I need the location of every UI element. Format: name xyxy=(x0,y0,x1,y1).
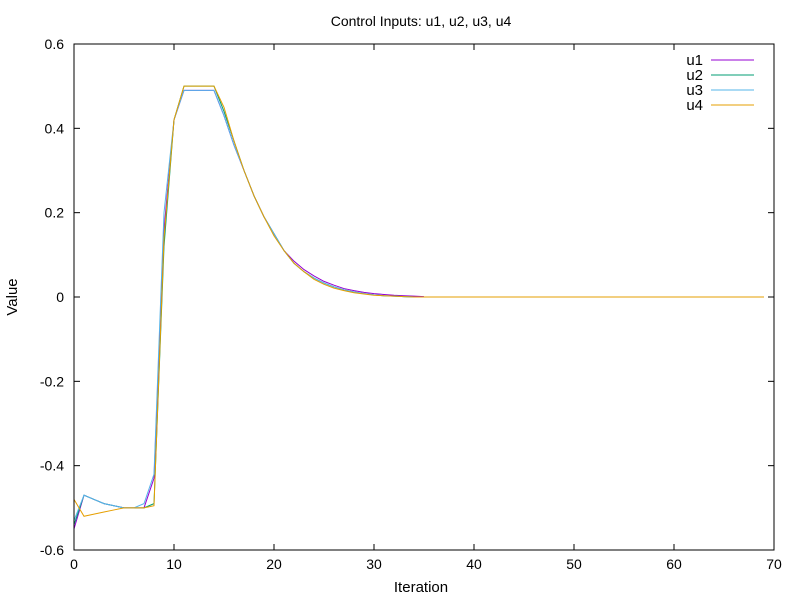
x-tick-label: 30 xyxy=(366,556,382,572)
y-tick-label: -0.2 xyxy=(40,373,64,389)
series-line-u1 xyxy=(73,89,425,530)
legend-label-u3: u3 xyxy=(686,82,703,99)
x-tick-label: 40 xyxy=(466,556,482,572)
series-line-u4 xyxy=(73,85,764,517)
x-tick-label: 0 xyxy=(70,556,78,572)
y-axis-label: Value xyxy=(4,278,21,315)
series-line-u3 xyxy=(73,89,764,521)
legend-label-u2: u2 xyxy=(686,67,703,84)
plot-frame xyxy=(73,43,775,551)
chart-title: Control Inputs: u1, u2, u3, u4 xyxy=(331,13,512,29)
axis-ticks: 0 10 20 30 40 50 60 70 -0.6 -0.4 -0.2 0 0.2 0.4 0.6 xyxy=(40,36,782,572)
x-tick-label: 10 xyxy=(166,556,182,572)
y-tick-label: -0.6 xyxy=(40,542,64,558)
y-tick-label: 0.2 xyxy=(45,205,65,221)
series-line-u2 xyxy=(73,85,764,525)
legend-label-u4: u4 xyxy=(686,97,703,114)
y-tick-label: 0.6 xyxy=(45,36,65,52)
x-tick-label: 60 xyxy=(666,556,682,572)
y-tick-label: 0 xyxy=(56,289,64,305)
y-tick-label: -0.4 xyxy=(40,458,64,474)
series-lines xyxy=(73,85,764,530)
x-tick-label: 70 xyxy=(766,556,782,572)
legend-label-u1: u1 xyxy=(686,52,703,69)
x-axis-label: Iteration xyxy=(394,579,448,596)
x-tick-label: 50 xyxy=(566,556,582,572)
x-tick-label: 20 xyxy=(266,556,282,572)
y-tick-label: 0.4 xyxy=(45,120,65,136)
